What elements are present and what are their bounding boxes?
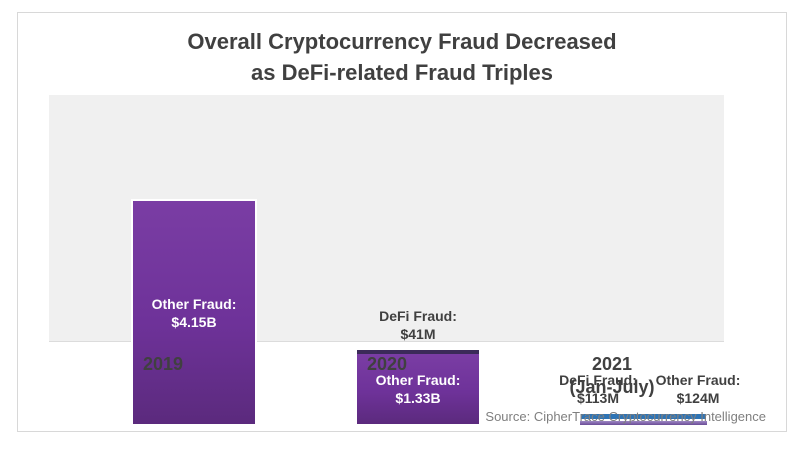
bar-2020-other-fraud: Other Fraud: $1.33B [357,354,479,424]
bar-2021-stack [580,413,707,425]
bar-2020-label: Other Fraud: $1.33B [376,371,461,407]
bar-2019-label: Other Fraud: $4.15B [152,295,237,331]
bar-2019-other-fraud: Other Fraud: $4.15B [131,199,257,424]
x-axis-label-2020-text: 2020 [366,354,408,374]
x-axis-label-2021-line1: 2021 [591,354,633,374]
x-axis-label-2019: 2019 [63,353,263,376]
bar-2019-label-line2: $4.15B [171,313,217,330]
chart-title-line2: as DeFi-related Fraud Triples [251,60,553,85]
label-2021-defi-line1: DeFi Fraud: [559,372,637,388]
plot-area: Other Fraud: $4.15B DeFi Fraud: $41M Oth… [49,95,740,425]
label-2021-defi-fraud: DeFi Fraud: $113M [538,371,658,407]
bar-2019-label-line1: Other Fraud: [151,295,237,312]
chart-title: Overall Cryptocurrency Fraud Decreased a… [18,26,786,88]
label-2020-defi-fraud: DeFi Fraud: $41M [338,307,498,343]
x-axis-label-2021: 2021 (Jan-July) [512,353,712,399]
label-2020-defi-line2: $41M [400,326,436,342]
label-2021-defi-line2: $113M [576,390,620,406]
chart-title-line1: Overall Cryptocurrency Fraud Decreased [187,29,617,54]
label-2021-other-line2: $124M [676,390,720,406]
bar-2021-defi-segment [580,413,707,419]
label-2020-defi-line1: DeFi Fraud: [379,308,457,324]
x-axis-label-2019-text: 2019 [142,354,184,374]
chart-card: Overall Cryptocurrency Fraud Decreased a… [17,12,787,432]
bar-2020-label-line1: Other Fraud: [375,372,461,388]
label-2021-other-fraud: Other Fraud: $124M [638,371,758,407]
source-attribution: Source: CipherTrace Cryptocurrency Intel… [485,409,766,424]
bar-2020-label-line2: $1.33B [395,390,441,406]
bar-2020-defi-segment [357,350,479,354]
bar-2021-other-segment [580,421,707,425]
bar-2020-stack: Other Fraud: $1.33B [355,348,481,424]
bar-2021-segment-gap [580,419,707,421]
x-axis-label-2021-line2: (Jan-July) [569,377,655,397]
x-axis-label-2020: 2020 [287,353,487,376]
label-2021-other-line1: Other Fraud: [655,372,741,388]
